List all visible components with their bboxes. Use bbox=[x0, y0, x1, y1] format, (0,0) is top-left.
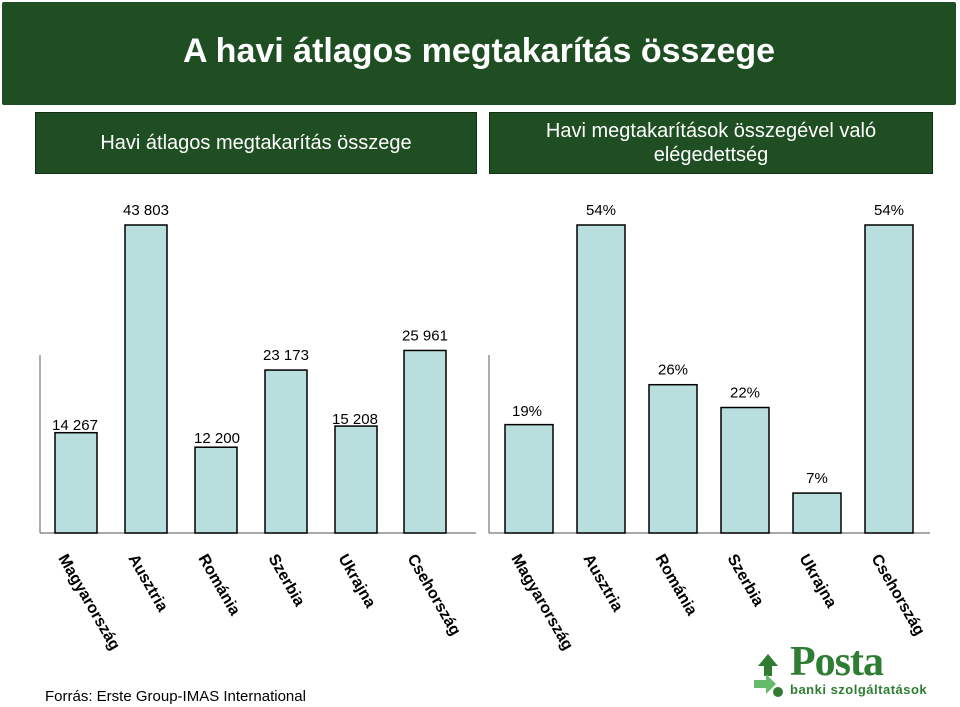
recycle-arrows-icon bbox=[754, 654, 783, 697]
bar-1-2 bbox=[124, 224, 168, 534]
value-label: 26% bbox=[658, 362, 688, 379]
bar-2-4 bbox=[720, 406, 770, 534]
source-note: Forrás: Erste Group-IMAS International bbox=[45, 688, 306, 705]
value-label: 43 803 bbox=[123, 202, 169, 219]
chart-panel-1: 14 267 Magyarország 43 803 Ausztria 12 200 Ro… bbox=[39, 202, 476, 654]
category-label: Szerbia bbox=[265, 552, 308, 610]
logo-wordmark: Posta bbox=[790, 639, 884, 685]
chart-panel-2: 19% Magyarország 54% Ausztria 26% Románia 22% S… bbox=[488, 202, 930, 654]
category-label: Ausztria bbox=[125, 552, 171, 615]
value-label: 19% bbox=[512, 403, 542, 420]
page-title: A havi átlagos megtakarítás összege bbox=[182, 32, 776, 70]
logo-subtitle: banki szolgáltatások bbox=[790, 682, 928, 697]
value-label: 54% bbox=[586, 202, 616, 219]
value-label: 12 200 bbox=[194, 430, 240, 447]
value-label: 15 208 bbox=[332, 411, 378, 428]
bar-1-4 bbox=[264, 369, 308, 534]
bar-1-5 bbox=[334, 425, 378, 534]
bar-2-6 bbox=[864, 224, 914, 534]
category-label: Csehország bbox=[404, 552, 464, 639]
bar-2-3 bbox=[648, 383, 698, 534]
bar-2-1 bbox=[504, 423, 554, 534]
value-label: 22% bbox=[730, 385, 760, 402]
category-label: Csehország bbox=[868, 552, 928, 639]
category-label: Magyarország bbox=[55, 552, 124, 654]
posta-logo: Posta banki szolgáltatások bbox=[748, 639, 938, 706]
category-label: Ukrajna bbox=[335, 552, 379, 611]
bar-2-2 bbox=[576, 224, 626, 534]
category-label: Románia bbox=[195, 552, 244, 619]
value-label: 14 267 bbox=[52, 417, 98, 434]
value-label: 54% bbox=[874, 202, 904, 219]
category-label: Ausztria bbox=[580, 552, 626, 615]
left-panel-header-text: Havi átlagos megtakarítás összege bbox=[100, 132, 412, 154]
title-bar: A havi átlagos megtakarítás összege bbox=[2, 2, 956, 105]
bar-1-1 bbox=[54, 431, 98, 534]
value-label: 7% bbox=[806, 470, 828, 487]
right-panel-header-text: Havi megtakarítások összegével való elég… bbox=[545, 120, 877, 166]
bar-1-6 bbox=[403, 349, 447, 534]
bar-1-3 bbox=[194, 446, 238, 534]
value-label: 25 961 bbox=[402, 327, 448, 344]
category-label: Ukrajna bbox=[796, 552, 840, 611]
category-label: Szerbia bbox=[724, 552, 767, 610]
right-panel-header: Havi megtakarítások összegével való elég… bbox=[489, 112, 933, 174]
category-label: Románia bbox=[652, 552, 701, 619]
left-panel-header: Havi átlagos megtakarítás összege bbox=[35, 112, 477, 174]
category-label: Magyarország bbox=[508, 552, 577, 654]
bar-2-5 bbox=[792, 492, 842, 534]
value-label: 23 173 bbox=[263, 347, 309, 364]
